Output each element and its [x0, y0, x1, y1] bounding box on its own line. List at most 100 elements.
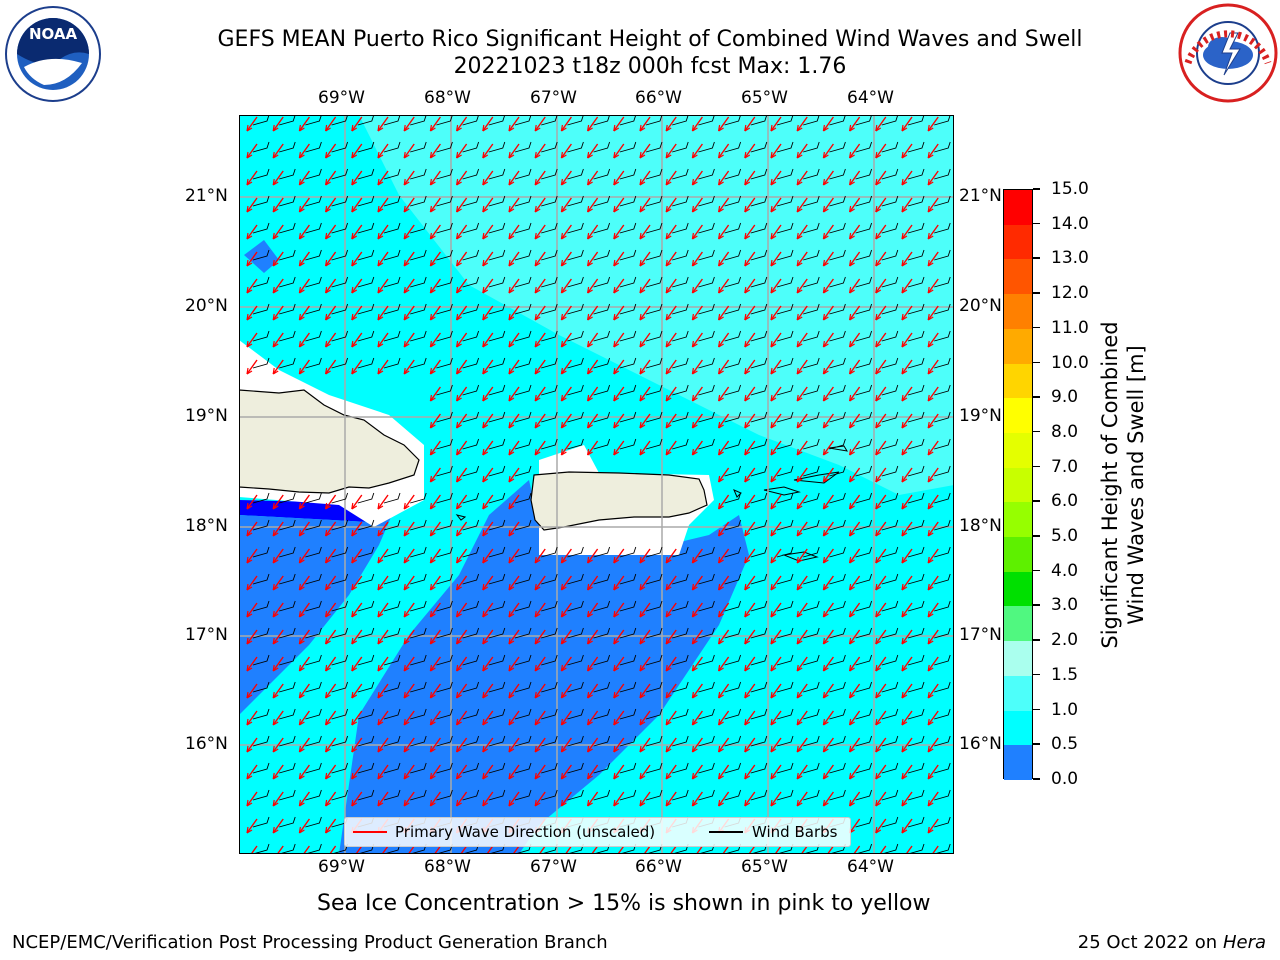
wave-arrow-head: [560, 583, 567, 591]
wave-arrow: [377, 764, 389, 780]
wave-arrow: [456, 386, 468, 402]
wind-barb: [645, 762, 663, 774]
wave-arrow: [587, 764, 599, 780]
wind-barb: [855, 708, 873, 720]
wave-arrow: [246, 197, 258, 213]
wind-barb: [803, 465, 820, 477]
wave-arrow: [272, 116, 284, 132]
wave-arrow-head: [298, 502, 305, 510]
wave-arrow-head: [482, 151, 489, 159]
wind-barb: [514, 762, 532, 774]
wave-arrow-head: [246, 556, 253, 564]
wind-barb: [776, 384, 794, 396]
wind-barb: [436, 546, 453, 558]
wave-arrow: [403, 764, 415, 780]
wave-arrow-head: [639, 178, 646, 186]
wave-arrow-head: [246, 772, 253, 780]
wind-barb: [776, 330, 794, 342]
wave-arrow: [901, 710, 913, 726]
wind-barb: [436, 222, 453, 234]
wave-arrow: [298, 494, 310, 510]
wind-barb: [462, 681, 480, 693]
wave-arrow-head: [822, 205, 829, 213]
wind-barb: [907, 762, 925, 774]
wind-barb: [672, 546, 689, 558]
wind-barb: [436, 384, 453, 396]
wave-arrow: [508, 116, 520, 132]
wave-arrow-head: [770, 178, 777, 186]
wave-arrow: [796, 710, 808, 726]
wave-arrow: [429, 764, 441, 780]
wind-barb: [567, 681, 584, 693]
wind-barb: [383, 708, 401, 720]
wave-arrow-head: [770, 232, 777, 240]
wind-barb: [567, 330, 584, 342]
wave-arrow-head: [560, 799, 567, 807]
wave-arrow: [639, 548, 651, 564]
wave-arrow-head: [508, 610, 515, 618]
wave-arrow: [691, 440, 703, 456]
wind-barb: [488, 141, 506, 153]
wind-barb: [383, 222, 401, 234]
wave-arrow-head: [482, 529, 489, 537]
wave-arrow: [901, 251, 913, 267]
wave-arrow-head: [901, 718, 908, 726]
wind-barb: [305, 357, 322, 369]
wind-barb: [881, 276, 899, 288]
wind-barb: [855, 789, 873, 801]
wave-arrow-head: [691, 313, 698, 321]
wave-arrow-head: [901, 745, 908, 753]
wave-arrow-head: [456, 313, 462, 321]
colorbar-tick-label: 12.0: [1051, 283, 1089, 304]
wind-barb: [724, 303, 742, 315]
wave-arrow-head: [272, 664, 279, 672]
wave-arrow-head: [508, 340, 515, 348]
wave-arrow-head: [403, 232, 410, 240]
colorbar-tick-mark: [1033, 430, 1040, 433]
wind-barb: [252, 546, 270, 558]
wave-arrow: [875, 224, 887, 240]
wave-arrow: [718, 656, 730, 672]
wind-barb: [619, 735, 637, 747]
colorbar-tick-mark: [1033, 465, 1040, 468]
wind-barb: [436, 249, 453, 261]
wave-arrow: [351, 710, 363, 726]
wave-arrow-head: [613, 448, 620, 456]
wind-barb: [593, 411, 611, 423]
wind-barb: [252, 816, 270, 828]
wave-arrow: [429, 197, 441, 213]
wave-arrow: [822, 278, 834, 294]
wave-arrow: [246, 818, 258, 834]
wave-arrow-head: [665, 340, 672, 348]
wave-arrow: [796, 197, 808, 213]
wave-arrow: [298, 521, 310, 537]
wind-barb: [619, 222, 637, 234]
wind-barb: [672, 438, 689, 450]
wind-barb: [252, 519, 270, 531]
wind-barb: [410, 600, 427, 612]
wind-barb: [907, 249, 925, 261]
wind-barb: [672, 249, 689, 261]
wave-arrow: [822, 116, 834, 132]
wind-barb: [803, 249, 820, 261]
wave-arrow: [927, 764, 939, 780]
wind-barb: [803, 357, 820, 369]
wave-arrow: [272, 170, 284, 186]
wave-arrow-head: [587, 394, 593, 402]
wave-arrow-head: [534, 313, 541, 321]
wind-barb: [279, 195, 296, 207]
wave-arrow: [613, 332, 625, 348]
wind-barb: [829, 654, 846, 666]
wave-arrow: [377, 305, 389, 321]
wind-barb: [279, 708, 296, 720]
wind-barb: [331, 249, 349, 261]
wave-arrow-head: [377, 691, 384, 699]
wave-arrow-head: [403, 637, 410, 645]
wave-arrow: [849, 413, 861, 429]
wave-arrow: [822, 305, 834, 321]
wave-arrow-head: [849, 340, 855, 348]
wave-arrow-head: [429, 502, 436, 510]
wave-arrow: [796, 143, 808, 159]
wind-barb: [462, 249, 480, 261]
wave-arrow-head: [927, 178, 934, 186]
